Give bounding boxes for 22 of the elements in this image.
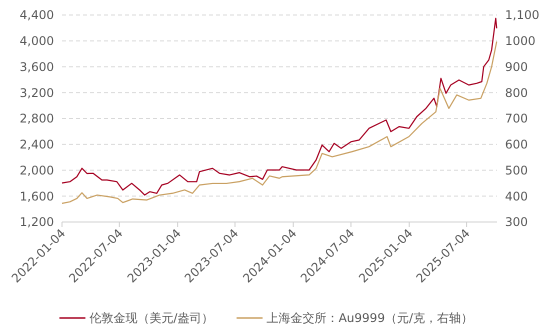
y2-tick-label: 800 xyxy=(505,86,528,100)
legend-label: 上海金交所：Au9999（元/克，右轴） xyxy=(266,311,474,326)
y2-tick-label: 1,100 xyxy=(505,8,540,22)
line-series xyxy=(61,18,498,196)
y-tick-label: 2,000 xyxy=(20,163,54,178)
y-tick-label: 3,600 xyxy=(20,60,54,74)
y2-tick-label: 400 xyxy=(505,189,528,204)
y2-tick-label: 700 xyxy=(505,112,528,126)
y2-tick-label: 300 xyxy=(505,215,528,230)
y-tick-label: 1,200 xyxy=(20,215,54,230)
y-tick-label: 1,600 xyxy=(20,189,54,204)
legend-label: 伦敦金现（美元/盎司） xyxy=(89,311,214,326)
y2-tick-label: 1000 xyxy=(505,34,536,48)
y-tick-label: 2,400 xyxy=(20,138,54,152)
line-series xyxy=(61,41,498,204)
y-tick-label: 4,000 xyxy=(20,34,54,48)
y2-tick-label: 900 xyxy=(505,60,528,74)
y-tick-label: 2,800 xyxy=(20,112,54,126)
y-tick-label: 4,400 xyxy=(20,8,54,22)
y2-tick-label: 600 xyxy=(505,138,528,152)
y-tick-label: 3,200 xyxy=(20,86,54,100)
y2-tick-label: 500 xyxy=(505,163,528,178)
